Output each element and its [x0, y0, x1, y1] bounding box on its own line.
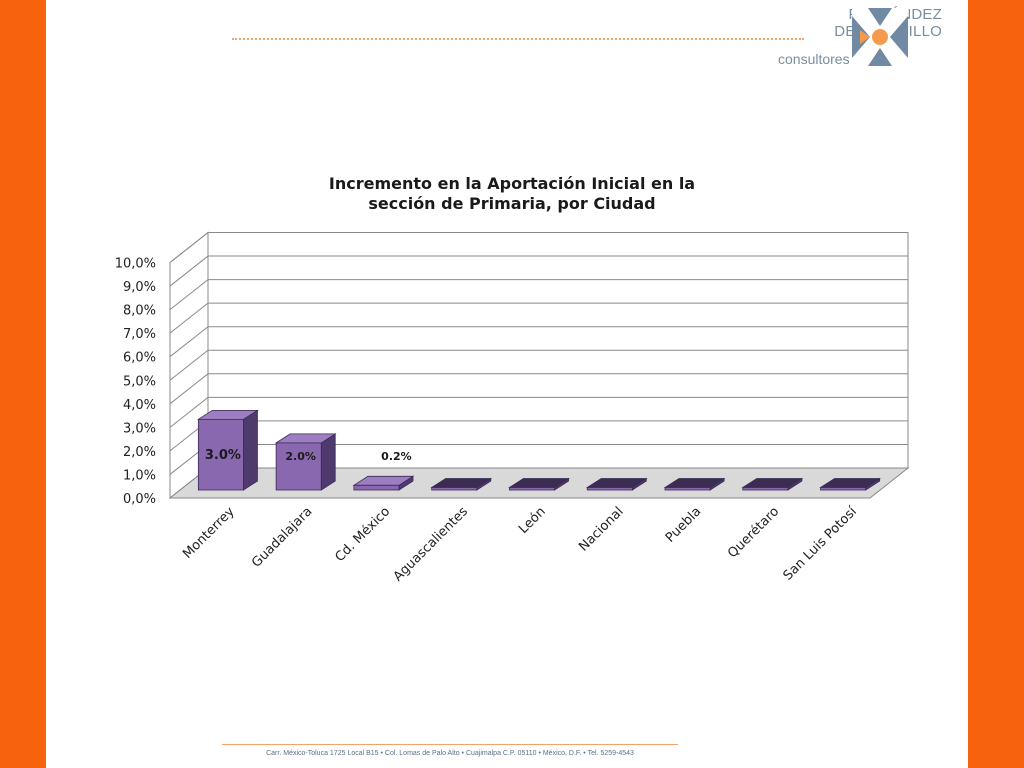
bar-front	[197, 418, 244, 491]
footer-address: Carr. México-Toluca 1725 Local B15 • Col…	[266, 750, 634, 757]
y-tick-label: 3,0%	[123, 421, 156, 436]
data-label: 2.0%	[285, 450, 316, 463]
y-tick-label: 6,0%	[123, 351, 156, 366]
bar-front	[820, 487, 867, 491]
x-tick-label: León	[516, 504, 549, 537]
gridline	[169, 232, 908, 263]
y-tick-label: 0,0%	[123, 492, 156, 507]
bar-series: 3.0% 2.0% 0.2%	[196, 409, 882, 491]
x-tick-label: Puebla	[663, 504, 704, 545]
x-tick-label: Aguascalientes	[391, 504, 471, 584]
gridline	[169, 396, 908, 428]
y-tick-label: 4,0%	[123, 398, 156, 413]
footer-divider	[222, 744, 678, 745]
bar-front	[353, 484, 400, 491]
bar-cd-m-xico: 0.2%	[352, 450, 415, 491]
bar-side	[243, 409, 258, 491]
data-label: 3.0%	[205, 448, 241, 463]
bar-front	[586, 487, 633, 491]
x-tick-label: Guadalajara	[249, 504, 315, 570]
x-axis: Monterrey Guadalajara Cd. MéxicoAguascalie…	[180, 504, 860, 585]
gridline	[169, 279, 908, 310]
gridline	[169, 326, 908, 358]
y-tick-label: 9,0%	[123, 280, 156, 295]
x-tick-label: Nacional	[576, 504, 626, 554]
bar-front	[509, 487, 555, 491]
bar-side	[320, 433, 336, 491]
bar-monterrey: 3.0%	[196, 409, 259, 491]
y-axis: 0,0% 1,0% 2,0% 3,0% 4,0% 5,0% 6,0% 7,0% 8,0% 9,0%…	[115, 257, 156, 508]
y-tick-label: 7,0%	[123, 327, 156, 342]
x-tick-label: San Luis Potosí	[781, 504, 861, 584]
logo-x-icon	[852, 8, 908, 66]
data-label: 0.2%	[381, 450, 412, 463]
chart-title-line-2: sección de Primaria, por Ciudad	[368, 194, 655, 213]
gridline	[169, 302, 908, 334]
bar-front	[275, 442, 322, 491]
logo-divider	[232, 38, 804, 40]
y-tick-label: 5,0%	[123, 374, 156, 389]
y-tick-label: 2,0%	[123, 445, 156, 460]
chart-title-line-1: Incremento en la Aportación Inicial en l…	[329, 174, 695, 193]
x-tick-label: Querétaro	[725, 504, 782, 561]
gridline	[169, 373, 908, 405]
y-tick-label: 10,0%	[115, 257, 156, 272]
bar-quer-taro	[741, 477, 804, 491]
bar-puebla	[663, 477, 726, 491]
plot-area	[168, 231, 910, 500]
gridline	[169, 255, 908, 287]
y-tick-label: 8,0%	[123, 304, 156, 319]
bar-front	[431, 487, 478, 491]
bar-front	[664, 487, 711, 491]
bar-front	[742, 487, 789, 491]
x-tick-label: Cd. México	[332, 504, 393, 565]
bar-le-n	[508, 477, 570, 491]
bar-san-luis-potos-	[819, 477, 882, 491]
x-tick-label: Monterrey	[180, 504, 238, 562]
y-tick-label: 1,0%	[123, 468, 156, 483]
bar-aguascalientes	[430, 477, 493, 491]
bar-nacional	[585, 477, 648, 491]
gridline	[169, 349, 908, 381]
bar-guadalajara: 2.0%	[274, 433, 337, 491]
logo-line-3: consultores	[778, 51, 850, 67]
